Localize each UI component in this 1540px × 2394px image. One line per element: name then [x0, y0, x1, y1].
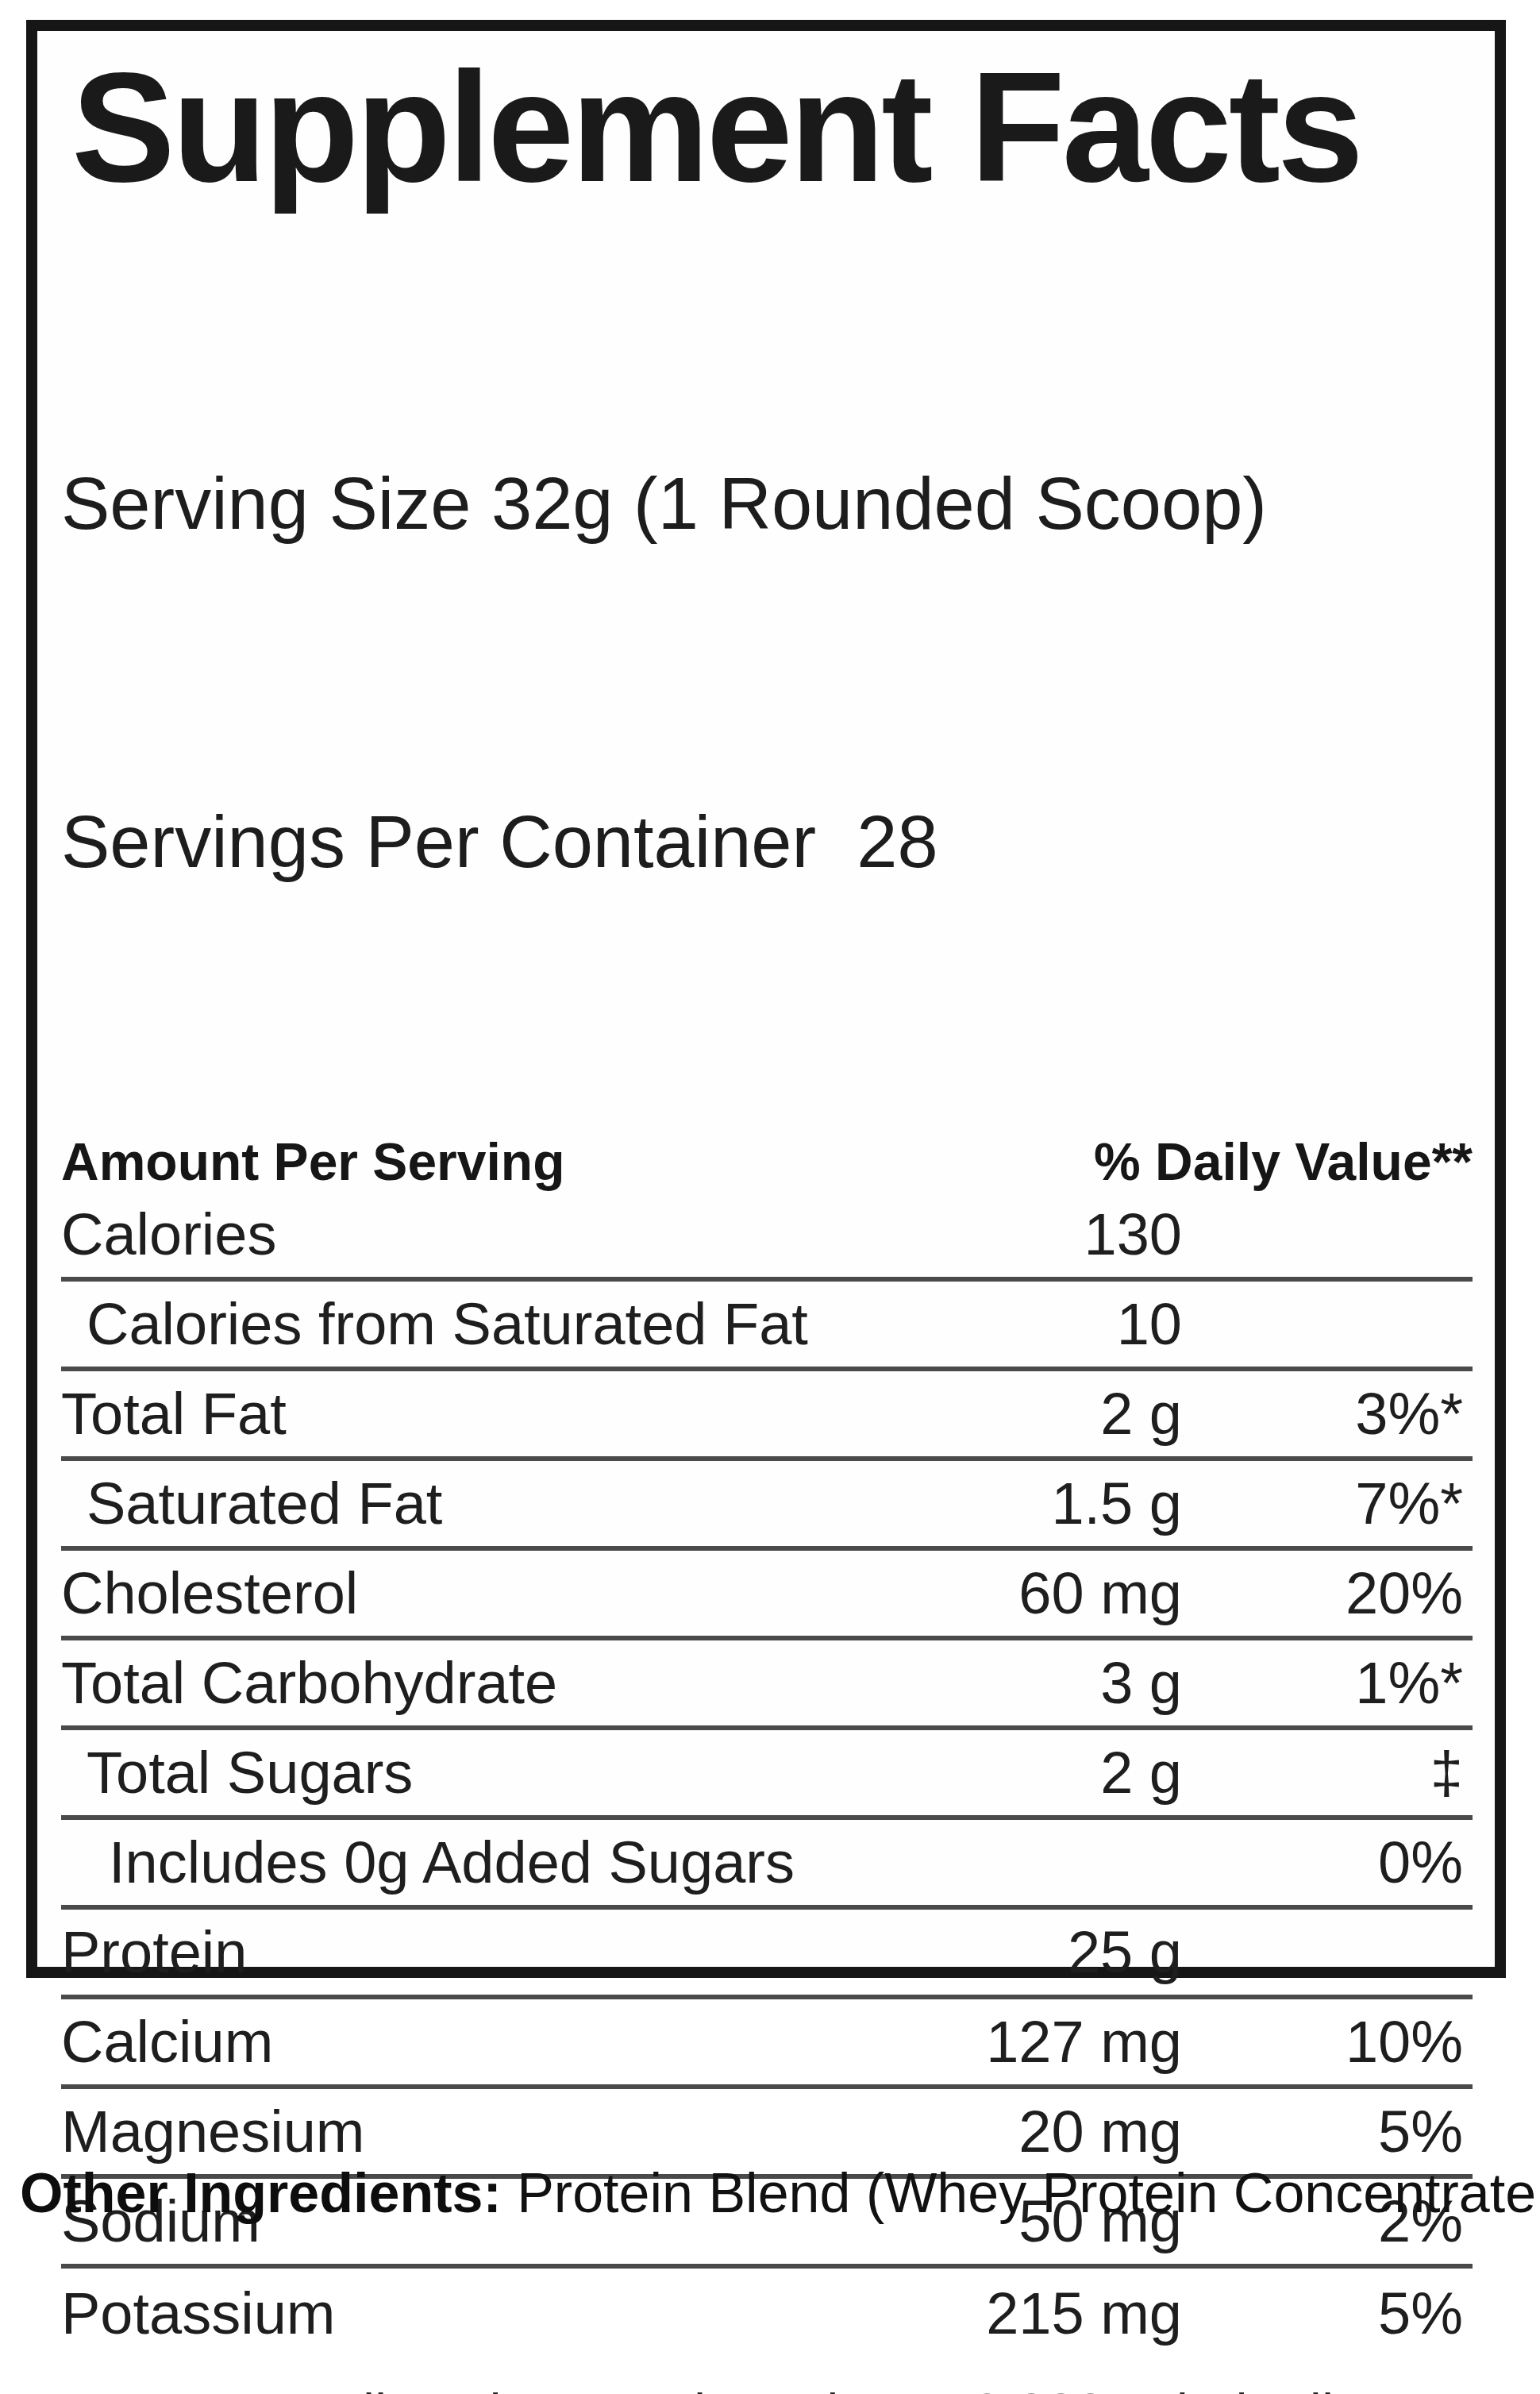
nutrient-name: Total Sugars [61, 1739, 849, 1806]
nutrient-daily-value: 7%* [1182, 1470, 1473, 1537]
nutrient-row: Cholesterol 60 mg 20% [61, 1551, 1473, 1640]
nutrient-name: Protein [61, 1918, 849, 1986]
nutrient-amount: 1.5 g [849, 1470, 1182, 1537]
nutrient-daily-value: ‡ [1182, 1739, 1473, 1806]
nutrient-row: Saturated Fat 1.5 g 7%* [61, 1461, 1473, 1551]
supplement-facts-panel: Supplement Facts Serving Size 32g (1 Rou… [26, 20, 1506, 1978]
column-header-row: Amount Per Serving % Daily Value** [61, 1131, 1473, 1192]
nutrient-row: Total Carbohydrate 3 g 1%* [61, 1640, 1473, 1730]
nutrient-row: Total Sugars 2 g ‡ [61, 1730, 1473, 1820]
other-ingredients-label: Other Ingredients: [20, 2162, 502, 2224]
nutrient-row: Total Fat 2 g 3%* [61, 1371, 1473, 1461]
nutrient-amount: 2 g [849, 1380, 1182, 1448]
amount-per-serving-header: Amount Per Serving [61, 1131, 564, 1192]
serving-info: Serving Size 32g (1 Rounded Scoop) Servi… [61, 222, 1473, 1124]
nutrient-row: Calories from Saturated Fat 10 [61, 1282, 1473, 1371]
other-ingredients-line: Other Ingredients: Protein Blend (Whey P… [20, 2155, 1524, 2232]
nutrient-name: Includes 0g Added Sugars [61, 1829, 849, 1896]
nutrient-amount: 25 g [849, 1918, 1182, 1986]
panel-title: Supplement Facts [71, 31, 1473, 206]
nutrient-name: Calories [61, 1201, 849, 1268]
nutrient-amount: 3 g [849, 1649, 1182, 1717]
nutrient-daily-value: 3%* [1182, 1380, 1473, 1448]
nutrient-row: Calories 130 [61, 1192, 1473, 1282]
nutrient-name: Calories from Saturated Fat [61, 1290, 849, 1358]
supplement-facts-inner: Supplement Facts Serving Size 32g (1 Rou… [37, 31, 1495, 1967]
nutrient-daily-value: 1%* [1182, 1649, 1473, 1717]
daily-value-header: % Daily Value** [1094, 1131, 1473, 1192]
nutrient-daily-value: 0% [1182, 1829, 1473, 1896]
supplement-label-page: { "label": { "title": "Supplement Facts"… [0, 0, 1540, 2394]
other-ingredients-text: Protein Blend (Whey Protein Concentrate, [502, 2162, 1540, 2224]
nutrient-name: Total Carbohydrate [61, 1649, 849, 1717]
nutrient-row: Protein 25 g [61, 1910, 1473, 1999]
nutrient-amount: 60 mg [849, 1559, 1182, 1627]
nutrient-amount: 2 g [849, 1739, 1182, 1806]
serving-size-line: Serving Size 32g (1 Rounded Scoop) [61, 447, 1473, 560]
nutrient-name: Cholesterol [61, 1559, 849, 1627]
nutrient-name: Total Fat [61, 1380, 849, 1448]
nutrient-amount: 10 [849, 1290, 1182, 1358]
nutrient-amount: 130 [849, 1201, 1182, 1268]
nutrient-name: Saturated Fat [61, 1470, 849, 1537]
servings-per-container-line: Servings Per Container 28 [61, 785, 1473, 898]
other-ingredients-section: Other Ingredients: Protein Blend (Whey P… [20, 2001, 1524, 2394]
other-ingredients-line: Whey Protein Isolate), Natural Flavor, S… [20, 2386, 1524, 2394]
nutrient-row: Includes 0g Added Sugars 0% [61, 1820, 1473, 1910]
nutrient-daily-value: 20% [1182, 1559, 1473, 1627]
